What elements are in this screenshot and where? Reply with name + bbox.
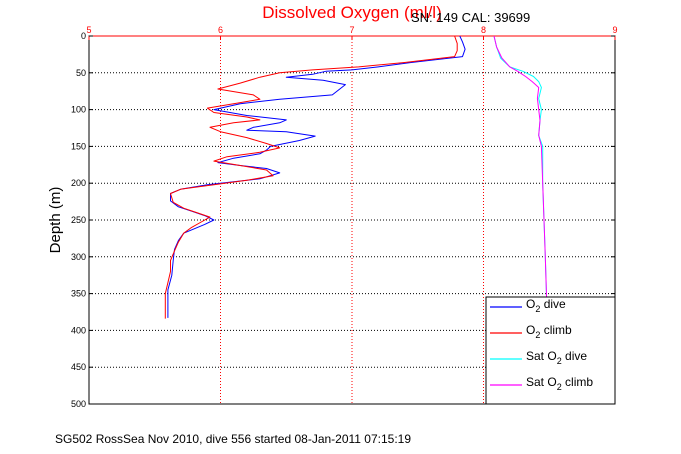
y-tick-label: 250 xyxy=(71,215,86,225)
y-tick-label: 200 xyxy=(71,178,86,188)
legend: O2 dive O2 climb Sat O2 dive Sat O2 climb xyxy=(485,296,616,405)
legend-label-o2_climb: O2 climb xyxy=(526,323,572,340)
y-tick-label: 300 xyxy=(71,252,86,262)
chart-title: Dissolved Oxygen (ml/l) xyxy=(262,3,442,22)
x-tick-label: 5 xyxy=(86,25,91,35)
x-tick-label: 8 xyxy=(481,25,486,35)
x-tick-label: 7 xyxy=(349,25,354,35)
legend-label-sat_dive: Sat O2 dive xyxy=(526,349,587,366)
y-tick-label: 50 xyxy=(76,68,86,78)
legend-label-sat_climb: Sat O2 climb xyxy=(526,375,593,392)
series-line-o2_dive xyxy=(167,36,466,318)
x-tick-label: 6 xyxy=(218,25,223,35)
y-tick-label: 0 xyxy=(81,31,86,41)
y-tick-label: 400 xyxy=(71,325,86,335)
y-tick-label: 100 xyxy=(71,105,86,115)
chart-subtitle: SN: 149 CAL: 39699 xyxy=(411,10,530,25)
y-axis-label: Depth (m) xyxy=(47,187,64,254)
series-line-sat_climb xyxy=(493,36,548,299)
legend-box xyxy=(485,296,616,405)
x-ticks: 5 6 7 8 9 xyxy=(86,25,618,40)
series-group xyxy=(164,36,548,319)
y-tick-label: 150 xyxy=(71,141,86,151)
y-ticks: 0 50 100 150 200 250 300 350 400 450 500 xyxy=(71,31,615,409)
footer-caption: SG502 RossSea Nov 2010, dive 556 started… xyxy=(55,432,411,446)
legend-label-o2_dive: O2 dive xyxy=(526,297,566,314)
y-tick-label: 350 xyxy=(71,289,86,299)
y-tick-label: 500 xyxy=(71,399,86,409)
y-tick-label: 450 xyxy=(71,362,86,372)
series-line-o2_climb xyxy=(164,36,458,319)
x-tick-label: 9 xyxy=(612,25,617,35)
